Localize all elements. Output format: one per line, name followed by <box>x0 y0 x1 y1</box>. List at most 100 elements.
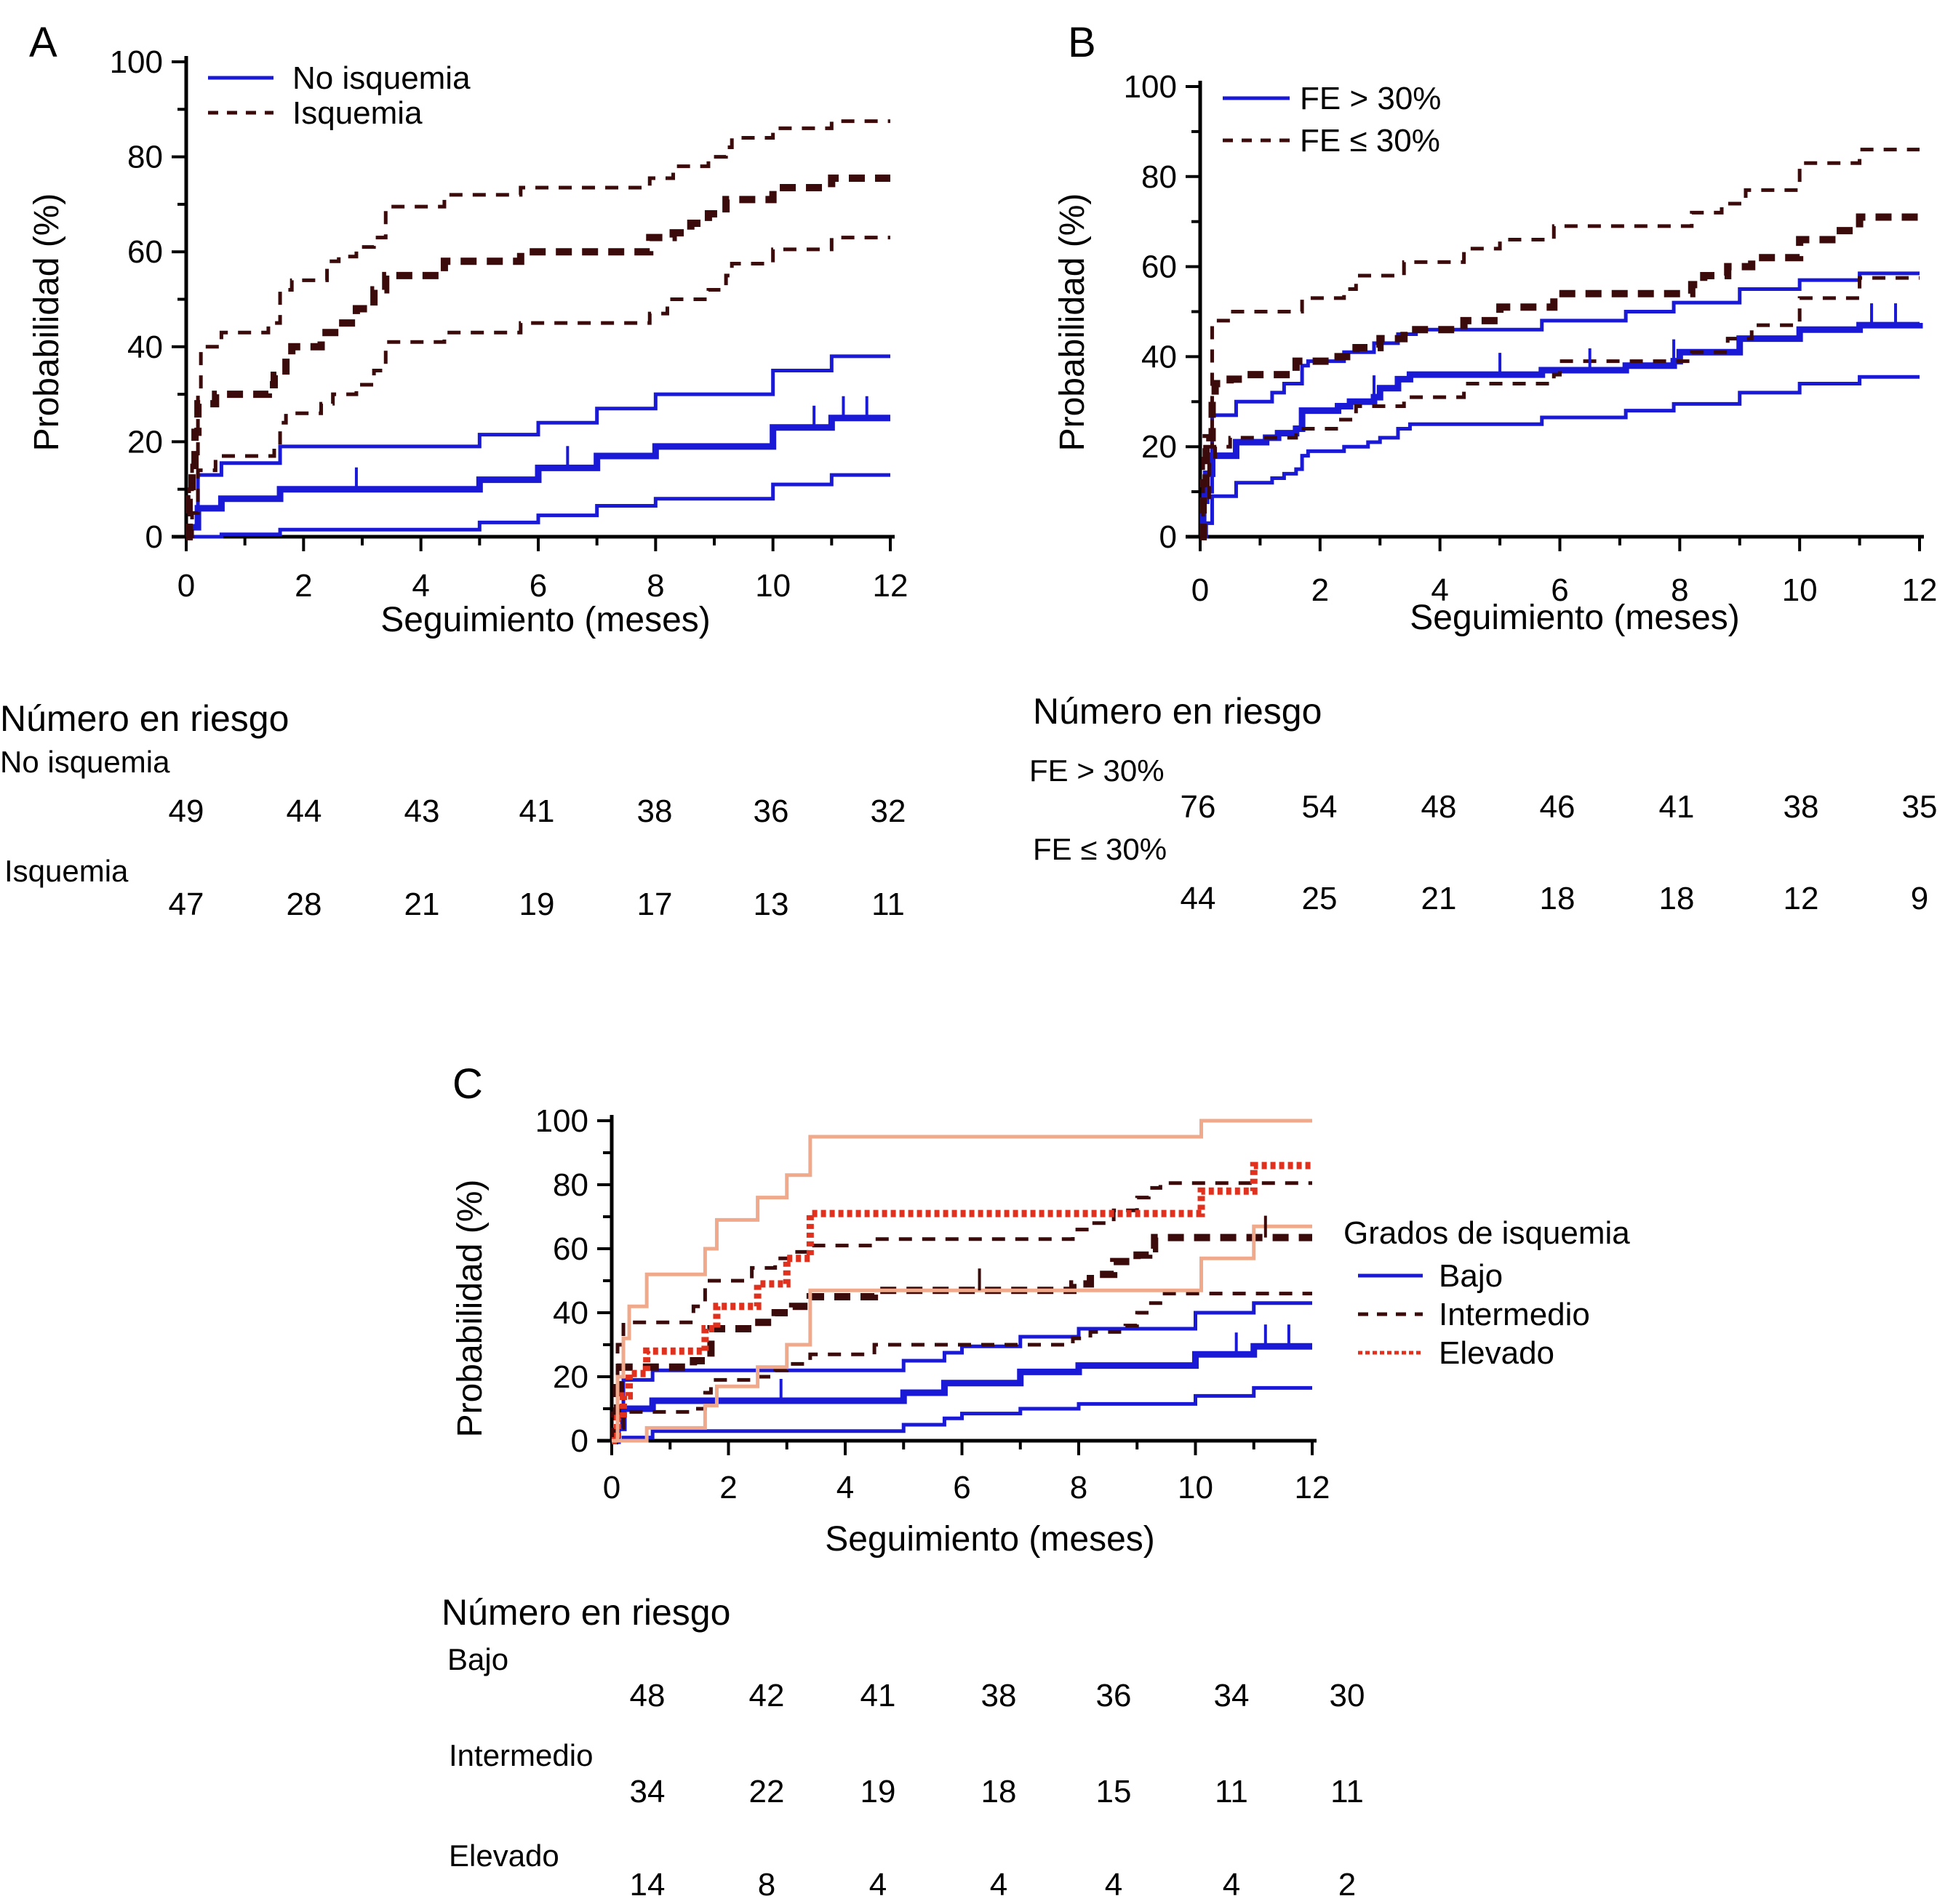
y-tick-label: 60 <box>553 1231 588 1267</box>
risk-count: 28 <box>287 887 322 922</box>
risk-count: 11 <box>871 887 905 922</box>
y-axis-title: Probabilidad (%) <box>28 193 66 452</box>
series-fe-30--lower-ci <box>1200 276 1920 539</box>
risk-count: 4 <box>1223 1867 1240 1903</box>
risk-count: 41 <box>860 1678 896 1713</box>
y-tick-label: 80 <box>1141 159 1177 195</box>
risk-count: 12 <box>1784 881 1819 916</box>
x-tick-label: 6 <box>1551 572 1568 608</box>
x-tick-label: 0 <box>177 568 195 604</box>
y-tick-label: 100 <box>110 44 163 80</box>
x-tick-label: 2 <box>295 568 312 604</box>
series-intermedio-lower-ci <box>612 1292 1312 1443</box>
x-tick-label: 10 <box>1782 572 1818 608</box>
x-tick-label: 4 <box>412 568 429 604</box>
x-tick-label: 4 <box>836 1470 854 1505</box>
y-tick-label: 40 <box>1141 339 1177 375</box>
risk-count: 8 <box>758 1867 775 1903</box>
risk-count: 21 <box>1421 881 1457 916</box>
risk-count: 4 <box>990 1867 1007 1903</box>
risk-count: 22 <box>749 1774 785 1809</box>
risk-count: 30 <box>1330 1678 1365 1713</box>
series-isquemia-upper-ci <box>186 119 890 539</box>
x-tick-label: 6 <box>530 568 547 604</box>
x-tick-label: 10 <box>1178 1470 1213 1505</box>
risk-count: 38 <box>637 793 673 829</box>
risk-count: 48 <box>1421 789 1457 825</box>
risk-count: 32 <box>871 793 906 829</box>
risk-count: 54 <box>1302 789 1338 825</box>
risk-count: 46 <box>1540 789 1575 825</box>
series-fe-30--estimate <box>1199 213 1920 540</box>
series-no-isquemia-lower-ci <box>186 473 890 539</box>
risk-group-label: No isquemia <box>0 745 170 779</box>
risk-count: 35 <box>1902 789 1938 825</box>
y-tick-label: 0 <box>571 1423 588 1459</box>
series-isquemia-lower-ci <box>186 236 890 539</box>
risk-table-title: Número en riesgo <box>0 698 289 739</box>
risk-count: 11 <box>1215 1774 1248 1809</box>
risk-count: 76 <box>1181 789 1216 825</box>
legend-label: No isquemia <box>292 60 471 96</box>
y-tick-label: 80 <box>553 1167 588 1203</box>
risk-count: 41 <box>519 793 555 829</box>
x-tick-label: 8 <box>1070 1470 1087 1505</box>
y-tick-label: 0 <box>1159 519 1177 555</box>
risk-count: 42 <box>749 1678 785 1713</box>
risk-count: 18 <box>981 1774 1017 1809</box>
legend-label: FE > 30% <box>1300 81 1441 116</box>
x-tick-label: 12 <box>1295 1470 1330 1505</box>
y-tick-label: 60 <box>1141 249 1177 285</box>
risk-count: 4 <box>869 1867 887 1903</box>
series-intermedio-upper-ci <box>612 1181 1312 1443</box>
x-tick-label: 0 <box>1191 572 1209 608</box>
risk-count: 2 <box>1338 1867 1356 1903</box>
risk-count: 25 <box>1302 881 1338 916</box>
panel-label: A <box>29 19 57 66</box>
risk-count: 13 <box>754 887 789 922</box>
risk-count: 18 <box>1540 881 1575 916</box>
y-tick-label: 0 <box>145 519 163 555</box>
x-tick-label: 12 <box>1902 572 1938 608</box>
y-tick-label: 20 <box>127 424 163 460</box>
series-elevado-lower-ci <box>612 1224 1312 1443</box>
y-axis-title: Probabilidad (%) <box>1053 193 1092 452</box>
x-tick-label: 10 <box>755 568 791 604</box>
risk-count: 48 <box>630 1678 666 1713</box>
x-tick-label: 2 <box>1311 572 1329 608</box>
risk-count: 44 <box>1181 881 1216 916</box>
risk-count: 49 <box>169 793 204 829</box>
legend-title: Grados de isquemia <box>1343 1215 1630 1251</box>
risk-count: 38 <box>981 1678 1017 1713</box>
series-no-isquemia-upper-ci <box>186 354 890 539</box>
legend-label: Elevado <box>1439 1335 1554 1371</box>
risk-table-title: Número en riesgo <box>1033 691 1322 732</box>
y-tick-label: 40 <box>553 1295 588 1331</box>
risk-group-label: Elevado <box>449 1839 559 1873</box>
legend-label: Bajo <box>1439 1258 1503 1294</box>
risk-group-label: Isquemia <box>4 854 129 888</box>
x-tick-label: 8 <box>1671 572 1688 608</box>
risk-table-title: Número en riesgo <box>442 1592 730 1633</box>
risk-count: 36 <box>1096 1678 1132 1713</box>
risk-count: 15 <box>1096 1774 1132 1809</box>
series-fe-30--lower-ci <box>1200 375 1920 539</box>
x-tick-label: 12 <box>873 568 908 604</box>
risk-count: 19 <box>860 1774 896 1809</box>
x-axis-title: Seguimiento (meses) <box>380 601 711 639</box>
x-tick-label: 2 <box>719 1470 737 1505</box>
risk-count: 36 <box>754 793 789 829</box>
legend-label: Intermedio <box>1439 1297 1590 1332</box>
panel-c: C 0 20 40 60 80 100 0 2 4 6 8 10 12 Seguimiento (meses… <box>442 1060 1630 1903</box>
x-axis-title: Seguimiento (meses) <box>1410 599 1740 637</box>
y-tick-label: 100 <box>1124 69 1177 105</box>
y-tick-label: 80 <box>127 140 163 175</box>
risk-group-label: FE ≤ 30% <box>1033 832 1167 866</box>
risk-count: 18 <box>1659 881 1695 916</box>
legend-label: Isquemia <box>292 95 423 131</box>
risk-count: 34 <box>1214 1678 1250 1713</box>
risk-count: 47 <box>169 887 204 922</box>
series-fe-30--upper-ci <box>1200 271 1920 539</box>
x-tick-label: 0 <box>603 1470 620 1505</box>
